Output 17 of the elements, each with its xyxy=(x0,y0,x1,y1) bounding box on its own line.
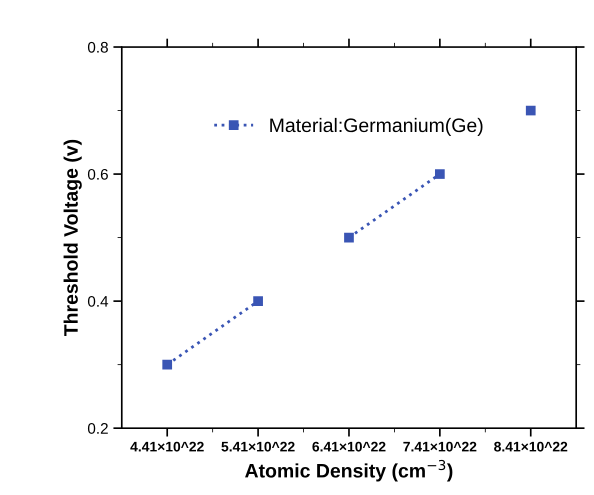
x-axis-title: Atomic Density (cm$^{−3}$) xyxy=(245,460,452,482)
y-tick-label: 0.2 xyxy=(88,423,108,434)
y-tick-label: 0.8 xyxy=(88,42,108,53)
y-tick-label: 0.6 xyxy=(88,168,108,180)
y-axis-title: Threshold Voltage (v) xyxy=(64,140,82,336)
x-tick-label: 8.41×10^22 xyxy=(494,442,568,452)
legend-label: Material:Germanium(Ge) xyxy=(270,118,483,136)
x-tick-label: 7.41×10^22 xyxy=(403,442,476,452)
point xyxy=(434,169,445,179)
point xyxy=(253,296,263,306)
y-tick-label: 0.4 xyxy=(88,296,108,307)
point xyxy=(526,106,536,116)
x-tick-label: 4.41×10^22 xyxy=(130,442,204,452)
x-tick-label: 6.41×10^22 xyxy=(312,442,386,452)
x-tick-label: 5.41×10^22 xyxy=(221,442,295,452)
point xyxy=(344,232,354,242)
point xyxy=(162,360,172,370)
